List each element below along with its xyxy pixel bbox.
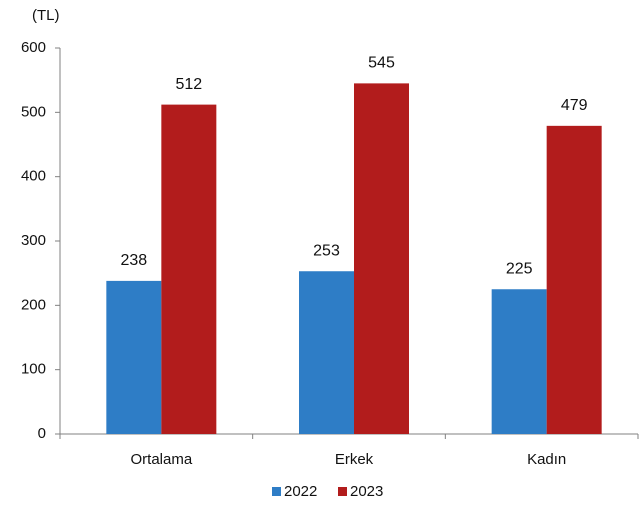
x-tick-label: Erkek bbox=[335, 451, 374, 468]
legend-label: 2023 bbox=[350, 483, 383, 500]
y-tick-label: 300 bbox=[21, 232, 46, 249]
data-label: 225 bbox=[506, 260, 533, 277]
bar bbox=[161, 104, 217, 434]
y-tick-label: 500 bbox=[21, 103, 46, 120]
data-label: 545 bbox=[368, 55, 395, 72]
data-label: 512 bbox=[175, 76, 202, 93]
data-label: 479 bbox=[561, 97, 588, 114]
y-tick-label: 100 bbox=[21, 361, 46, 378]
y-tick-label: 0 bbox=[38, 425, 46, 442]
y-tick-label: 200 bbox=[21, 296, 46, 313]
legend-swatch bbox=[338, 487, 347, 496]
y-tick-label: 600 bbox=[21, 39, 46, 56]
y-tick-label: 400 bbox=[21, 168, 46, 185]
bar bbox=[491, 289, 547, 434]
data-label: 253 bbox=[313, 242, 340, 259]
legend-swatch bbox=[272, 487, 281, 496]
x-tick-label: Ortalama bbox=[130, 451, 192, 468]
bar bbox=[299, 271, 354, 434]
bar bbox=[106, 280, 162, 434]
bar bbox=[546, 125, 602, 435]
legend-label: 2022 bbox=[284, 483, 317, 500]
y-axis-label: (TL) bbox=[32, 7, 60, 24]
data-label: 238 bbox=[120, 252, 147, 269]
x-tick-label: Kadın bbox=[527, 451, 566, 468]
bar bbox=[354, 83, 409, 434]
